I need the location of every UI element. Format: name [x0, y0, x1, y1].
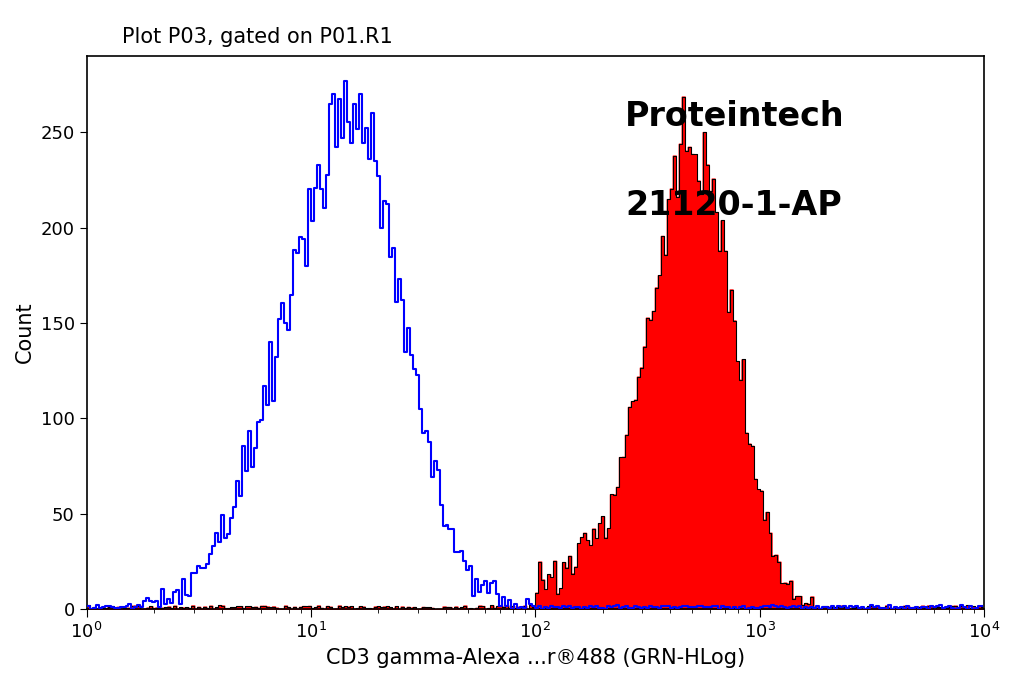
X-axis label: CD3 gamma-Alexa ...r®488 (GRN-HLog): CD3 gamma-Alexa ...r®488 (GRN-HLog)	[326, 648, 745, 668]
Text: Plot P03, gated on P01.R1: Plot P03, gated on P01.R1	[122, 27, 393, 47]
Text: 21120-1-AP: 21120-1-AP	[625, 189, 841, 222]
Y-axis label: Count: Count	[15, 302, 35, 363]
Text: Proteintech: Proteintech	[625, 100, 844, 133]
